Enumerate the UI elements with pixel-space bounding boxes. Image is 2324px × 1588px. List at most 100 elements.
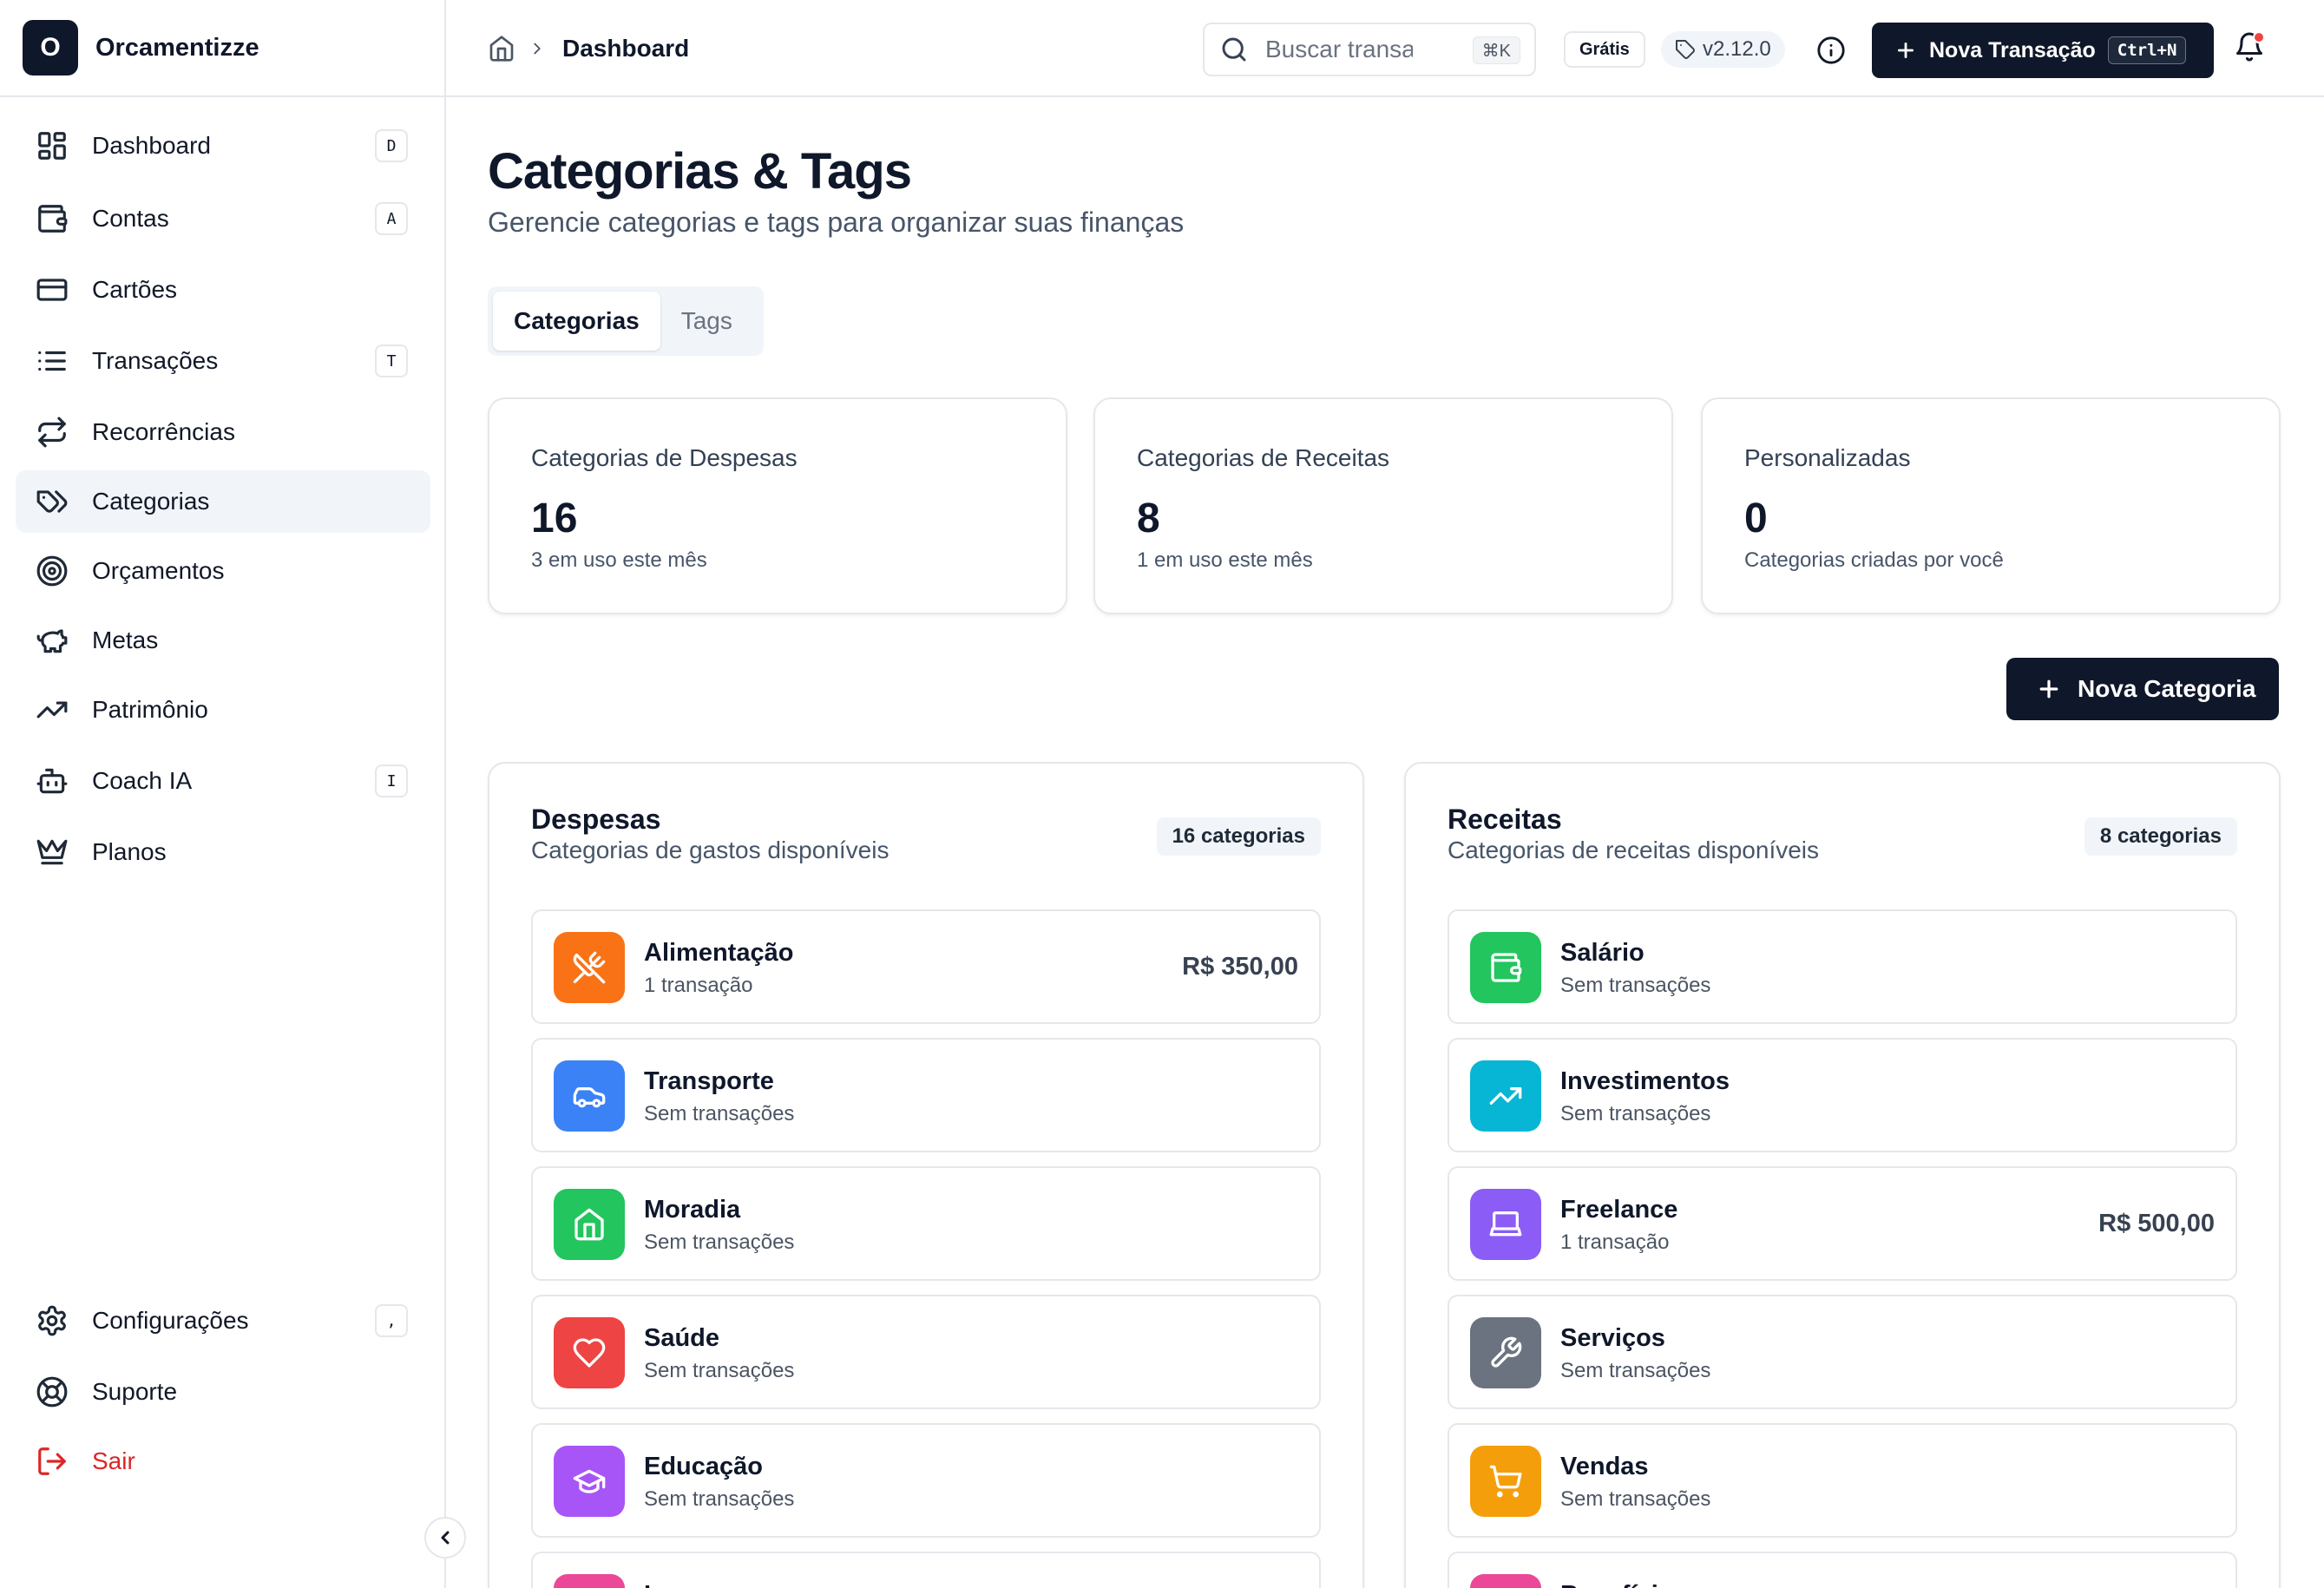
tab-categorias[interactable]: Categorias: [493, 292, 660, 351]
stat-card-personalizadas: Personalizadas 0 Categorias criadas por …: [1701, 397, 2281, 614]
category-row-servicos[interactable]: Serviços Sem transações: [1448, 1295, 2237, 1409]
new-category-button[interactable]: Nova Categoria: [2006, 658, 2279, 720]
category-row-moradia[interactable]: Moradia Sem transações: [531, 1166, 1321, 1281]
category-row-beneficios[interactable]: Benefícios: [1448, 1552, 2237, 1588]
graduation-cap-icon: [554, 1446, 625, 1517]
category-name: Saúde: [644, 1324, 720, 1352]
car-icon: [554, 1060, 625, 1132]
sidebar-item-dashboard[interactable]: Dashboard D: [16, 115, 430, 177]
shortcut-key: I: [375, 764, 408, 797]
stat-value: 16: [531, 495, 578, 541]
version-badge[interactable]: v2.12.0: [1661, 31, 1785, 68]
category-row-transporte[interactable]: Transporte Sem transações: [531, 1038, 1321, 1152]
home-icon[interactable]: [488, 35, 515, 62]
panel-subtitle: Categorias de receitas disponíveis: [1448, 837, 1820, 863]
category-amount: R$ 500,00: [2098, 1210, 2215, 1237]
sidebar-item-label: Patrimônio: [92, 696, 208, 723]
stat-title: Categorias de Despesas: [531, 444, 798, 471]
shortcut-key: ,: [375, 1304, 408, 1337]
category-name: Investimentos: [1560, 1067, 1730, 1095]
stat-card-receitas: Categorias de Receitas 8 1 em uso este m…: [1093, 397, 1673, 614]
category-row-saude[interactable]: Saúde Sem transações: [531, 1295, 1321, 1409]
category-name: Alimentação: [644, 939, 794, 967]
sidebar-item-suporte[interactable]: Suporte: [16, 1361, 430, 1423]
wallet-icon: [1470, 932, 1541, 1003]
category-count: Sem transações: [644, 1102, 795, 1125]
category-name: Salário: [1560, 939, 1645, 967]
brand-name: Orcamentizze: [95, 33, 259, 62]
sidebar-item-contas[interactable]: Contas A: [16, 187, 430, 250]
sidebar-item-label: Coach IA: [92, 767, 193, 794]
sidebar-item-label: Sair: [92, 1447, 135, 1474]
sidebar-item-label: Configurações: [92, 1307, 249, 1334]
sidebar-item-label: Contas: [92, 205, 169, 232]
tag-icon: [1676, 40, 1695, 59]
tab-tags[interactable]: Tags: [680, 307, 732, 334]
page-subtitle: Gerencie categorias e tags para organiza…: [488, 207, 1185, 238]
stat-title: Categorias de Receitas: [1137, 444, 1390, 471]
top-header: Dashboard Buscar transações ⌘K Grátis v2…: [446, 0, 2324, 97]
crown-icon: [35, 835, 69, 869]
sidebar-item-label: Suporte: [92, 1378, 178, 1405]
category-row-freelance[interactable]: Freelance 1 transação R$ 500,00: [1448, 1166, 2237, 1281]
panel-subtitle: Categorias de gastos disponíveis: [531, 837, 890, 863]
sidebar-item-label: Transações: [92, 347, 219, 374]
chevron-right-icon: [534, 43, 541, 55]
utensils-icon: [554, 932, 625, 1003]
stat-description: 1 em uso este mês: [1137, 548, 1313, 572]
category-row-salario[interactable]: Salário Sem transações: [1448, 909, 2237, 1024]
home-icon: [554, 1189, 625, 1260]
category-count: 1 transação: [644, 974, 753, 997]
sidebar-item-recorrencias[interactable]: Recorrências: [16, 401, 430, 463]
sidebar-item-label: Cartões: [92, 276, 178, 303]
collapse-sidebar-button[interactable]: [424, 1517, 466, 1558]
category-row-vendas[interactable]: Vendas Sem transações: [1448, 1423, 2237, 1538]
category-count: 1 transação: [1560, 1230, 1670, 1254]
heart-icon: [554, 1317, 625, 1388]
breadcrumb-current[interactable]: Dashboard: [562, 35, 690, 62]
category-count: Sem transações: [1560, 1359, 1711, 1382]
notifications-button[interactable]: [2234, 31, 2268, 66]
category-count-badge: 8 categorias: [2084, 817, 2237, 856]
breadcrumb: Dashboard: [488, 0, 689, 97]
sidebar-item-label: Metas: [92, 627, 159, 653]
chevron-left-icon: [441, 1531, 450, 1545]
category-count: Sem transações: [1560, 1487, 1711, 1511]
sidebar-item-label: Recorrências: [92, 418, 235, 445]
category-row-educacao[interactable]: Educação Sem transações: [531, 1423, 1321, 1538]
search-input[interactable]: Buscar transações ⌘K: [1203, 23, 1536, 76]
life-buoy-icon: [35, 1375, 69, 1409]
sidebar-item-patrimonio[interactable]: Patrimônio: [16, 679, 430, 741]
sidebar-item-metas[interactable]: Metas: [16, 609, 430, 672]
panel-title: Despesas: [531, 804, 661, 835]
plan-badge[interactable]: Grátis: [1564, 31, 1645, 68]
sidebar-item-cartoes[interactable]: Cartões: [16, 259, 430, 321]
brand-logo: O: [23, 20, 78, 75]
sidebar-item-coach-ia[interactable]: Coach IA I: [16, 750, 430, 812]
brand[interactable]: O Orcamentizze: [0, 0, 444, 97]
main-content: Categorias & Tags Gerencie categorias e …: [446, 97, 2324, 1588]
sidebar-item-orcamentos[interactable]: Orçamentos: [16, 540, 430, 602]
category-name: Moradia: [644, 1196, 741, 1224]
category-count-badge: 16 categorias: [1156, 817, 1321, 856]
gamepad-icon: [554, 1574, 625, 1588]
plus-icon: [1898, 43, 1914, 58]
category-row-alimentacao[interactable]: Alimentação 1 transação R$ 350,00: [531, 909, 1321, 1024]
category-row-investimentos[interactable]: Investimentos Sem transações: [1448, 1038, 2237, 1152]
new-transaction-button[interactable]: Nova Transação Ctrl+N: [1872, 23, 2214, 78]
wallet-icon: [35, 201, 69, 236]
category-name: Benefícios: [1560, 1581, 1688, 1588]
info-button[interactable]: [1814, 33, 1848, 68]
sidebar-item-sair[interactable]: Sair: [16, 1430, 430, 1493]
repeat-icon: [35, 415, 69, 449]
sidebar-item-planos[interactable]: Planos: [16, 821, 430, 883]
bell-icon: [2236, 32, 2262, 62]
category-row-lazer[interactable]: Lazer: [531, 1552, 1321, 1588]
sidebar-item-transacoes[interactable]: Transações T: [16, 330, 430, 392]
shopping-cart-icon: [1470, 1446, 1541, 1517]
sidebar-item-categorias[interactable]: Categorias: [16, 470, 430, 533]
tags-icon: [35, 484, 69, 519]
sidebar-item-label: Orçamentos: [92, 557, 225, 584]
version-label: v2.12.0: [1703, 37, 1771, 61]
sidebar-item-configuracoes[interactable]: Configurações ,: [16, 1289, 430, 1352]
